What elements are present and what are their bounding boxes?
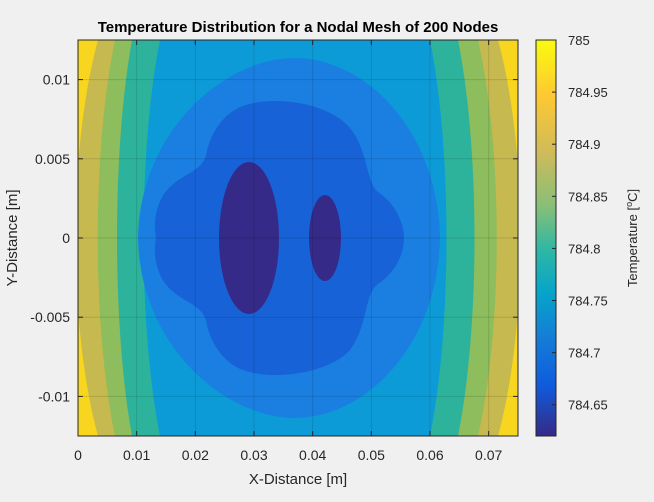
colorbar-tick-label: 785 [568, 33, 590, 48]
x-tick-label: 0.05 [358, 447, 385, 463]
x-axis: 0 0.01 0.02 0.03 0.04 0.05 0.06 0.07 [74, 40, 503, 463]
colorbar-label-sup: o [624, 202, 634, 207]
colorbar-ticks: 785 784.95 784.9 784.85 784.8 784.75 784.7 784.… [552, 33, 608, 413]
x-axis-label: X-Distance [m] [249, 471, 347, 488]
contour-band-784.65 [154, 101, 404, 376]
contour-min-region-2 [309, 195, 341, 281]
colorbar-gradient [536, 40, 556, 436]
colorbar-border [535, 39, 557, 437]
grid-lines [78, 40, 518, 436]
y-tick-label: 0.005 [35, 151, 70, 167]
y-tick-label: 0.01 [43, 72, 70, 88]
y-axis: 0.01 0.005 0 -0.005 -0.01 [30, 72, 518, 404]
colorbar-label-main: Temperature [ [625, 207, 640, 288]
contour-bands [78, 40, 518, 436]
colorbar-tick-label: 784.7 [568, 346, 601, 361]
x-tick-label: 0.06 [416, 447, 443, 463]
colorbar-tick-label: 784.8 [568, 241, 601, 256]
y-tick-label: -0.01 [38, 388, 70, 404]
x-tick-label: 0.07 [475, 447, 502, 463]
x-tick-label: 0 [74, 447, 82, 463]
x-tick-label: 0.01 [123, 447, 150, 463]
x-tick-label: 0.03 [240, 447, 267, 463]
colorbar-tick-label: 784.65 [568, 398, 608, 413]
colorbar-label: Temperature [oC] [624, 189, 640, 287]
x-tick-label: 0.04 [299, 447, 326, 463]
colorbar-label-end: C] [625, 189, 640, 202]
colorbar-tick-label: 784.75 [568, 294, 608, 309]
y-tick-label: 0 [62, 230, 70, 246]
y-tick-label: -0.005 [30, 309, 70, 325]
chart-title: Temperature Distribution for a Nodal Mes… [98, 19, 499, 36]
contour-min-region-1 [219, 162, 279, 314]
x-tick-label: 0.02 [182, 447, 209, 463]
y-axis-label: Y-Distance [m] [4, 190, 21, 287]
colorbar-tick-label: 784.9 [568, 137, 601, 152]
colorbar-tick-label: 784.85 [568, 189, 608, 204]
colorbar-tick-label: 784.95 [568, 85, 608, 100]
